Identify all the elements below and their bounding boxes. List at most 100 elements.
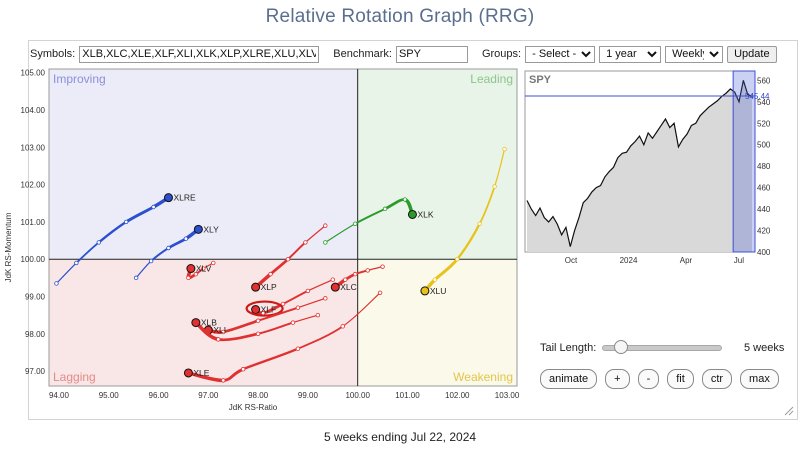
series-label-xli: XLI [213, 325, 226, 335]
tail-xlu [478, 185, 496, 225]
quadrant-lagging [49, 259, 358, 386]
head-point-xly [193, 224, 203, 234]
symbols-label: Symbols: [30, 48, 76, 60]
tail-length-label: Tail Length: [540, 342, 597, 354]
period-select[interactable]: 1 year [599, 45, 662, 63]
series-label-xlp: XLP [261, 282, 277, 292]
y-tick-label: 104.00 [21, 106, 46, 115]
tail-point-xlk [352, 221, 358, 226]
x-tick-label: 97.00 [198, 391, 219, 400]
tail-point-xli [221, 329, 226, 335]
rrg-chart-canvas: Improving Leading Lagging Weakening 94.00 95.… [4, 68, 771, 412]
frequency-select[interactable]: Weekly [665, 45, 724, 63]
tail-point-xlb [216, 337, 221, 342]
head-point-xle [183, 368, 193, 378]
tail-xlb [257, 321, 294, 335]
tail-point-xlb [315, 312, 321, 318]
spy-x-tick-label: 2024 [620, 256, 638, 265]
tail-length-slider-thumb[interactable] [613, 340, 628, 354]
series-label-xlk: XLK [417, 209, 433, 219]
series-label-xlf: XLF [261, 305, 277, 315]
y-tick-label: 99.00 [25, 292, 46, 301]
quadrant-label-weakening: Weakening [453, 370, 513, 384]
spy-x-tick-label: Apr [680, 256, 693, 265]
tail-point-xlre [54, 281, 59, 286]
head-point-xlv [186, 264, 196, 274]
tail-point-xlc [380, 264, 385, 269]
spy-y-tick-label: 480 [757, 162, 771, 171]
spy-y-tick-label: 560 [757, 76, 771, 85]
head-point-xlb [191, 318, 201, 328]
max-button[interactable]: max [740, 369, 779, 389]
tail-xlu [456, 222, 481, 261]
resize-grip-icon[interactable] [782, 404, 794, 416]
groups-label: Groups: [481, 48, 522, 60]
footer-caption: 5 weeks ending Jul 22, 2024 [323, 430, 477, 444]
spy-y-tick-label: 520 [757, 119, 771, 128]
x-tick-label: 99.00 [298, 391, 319, 400]
tail-xle [297, 325, 344, 350]
animate-button[interactable]: animate [540, 369, 598, 389]
tail-xlre [75, 241, 100, 264]
tail-point-xlf [280, 301, 286, 307]
tail-length-slider[interactable] [602, 340, 722, 354]
rrg-chart[interactable]: Improving Leading Lagging Weakening 94.00 95.… [4, 68, 520, 412]
tail-point-xle [240, 367, 246, 372]
zoom-out-button[interactable]: - [637, 369, 660, 389]
tail-point-xlc [343, 277, 348, 282]
tail-point-xlu [455, 257, 460, 262]
x-tick-label: 95.00 [99, 391, 120, 400]
tail-point-xli [323, 296, 328, 301]
tail-point-xlu [477, 221, 482, 226]
update-button[interactable]: Update [727, 45, 777, 63]
series-label-xlu: XLU [430, 286, 447, 296]
spy-price-line [526, 80, 753, 247]
tail-point-xlv [186, 275, 191, 281]
tail-point-xli [295, 305, 301, 310]
quadrant-improving [49, 69, 358, 260]
tail-point-xlp [268, 271, 273, 277]
fit-button[interactable]: fit [667, 369, 694, 389]
tail-point-xlc [365, 268, 370, 273]
y-tick-label: 103.00 [21, 143, 46, 152]
spy-y-tick-label: 420 [757, 227, 771, 236]
plot-border [48, 68, 518, 387]
spy-highlight-band [732, 70, 756, 253]
x-tick-label: 102.00 [445, 391, 470, 400]
head-point-xlc [330, 282, 340, 292]
spy-chart-title: SPY [529, 74, 552, 86]
tail-point-xlv [193, 271, 199, 277]
spy-y-tick-label: 440 [757, 205, 771, 214]
head-point-xlf [251, 305, 261, 315]
tail-xlre [97, 220, 128, 244]
quadrant-weakening [357, 259, 517, 386]
tail-point-xlp [303, 240, 308, 245]
head-point-xlu [420, 286, 430, 296]
head-point-xlk [407, 209, 417, 219]
spy-crosshair-value: 545.44 [745, 92, 770, 101]
spy-x-tick-label: Oct [565, 256, 578, 265]
x-tick-label: 100.00 [345, 391, 370, 400]
y-tick-label: 98.00 [25, 330, 46, 339]
spy-y-tick-label: 460 [757, 184, 771, 193]
tail-xle [342, 292, 381, 327]
x-tick-label: 94.00 [49, 391, 70, 400]
series-label-xlre: XLRE [173, 193, 196, 203]
tail-point-xlk [402, 197, 408, 202]
controls-panel: Tail Length: 5 weeks animate + - fit ctr… [540, 338, 790, 389]
tail-xli [221, 319, 260, 334]
symbols-input[interactable] [79, 45, 320, 63]
tail-xle [241, 347, 300, 371]
tail-point-xlk [323, 240, 328, 245]
tail-xlb [216, 332, 260, 342]
tail-point-xli [255, 318, 261, 323]
zoom-in-button[interactable]: + [605, 369, 630, 389]
x-tick-label: 103.00 [495, 391, 520, 400]
spy-y-tick-label: 400 [757, 248, 771, 257]
x-tick-label: 98.00 [248, 391, 269, 400]
benchmark-input[interactable] [395, 45, 468, 63]
center-button[interactable]: ctr [701, 369, 733, 389]
tail-point-xlc [352, 271, 358, 277]
x-tick-label: 96.00 [149, 391, 170, 400]
groups-select[interactable]: - Select - [525, 45, 596, 63]
